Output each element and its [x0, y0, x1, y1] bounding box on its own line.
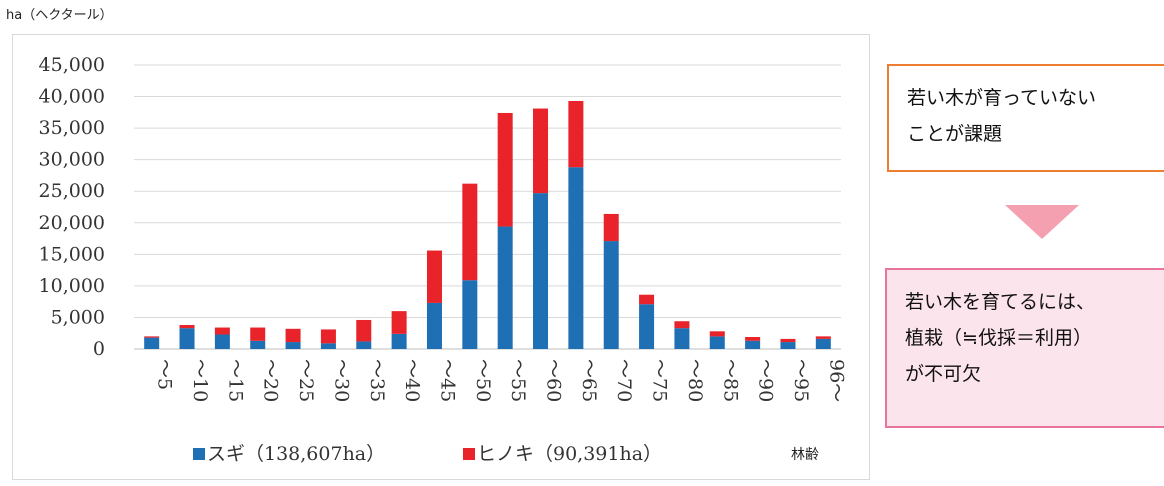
y-tick-label: 5,000 [51, 306, 105, 328]
bar-segment-hinoki [214, 327, 230, 335]
solution-callout-line-3: が不可欠 [905, 363, 982, 385]
bar-segment-hinoki [674, 321, 690, 329]
x-tick-label: ～70 [613, 359, 635, 402]
x-tick-label: ～95 [790, 359, 812, 402]
bar-segment-hinoki [179, 325, 195, 329]
issue-callout-line-2: ことが課題 [907, 123, 1003, 145]
y-axis-unit-label: ha（ヘクタール） [6, 8, 113, 23]
bar-segment-hinoki [462, 183, 478, 281]
legend-label: ヒノキ（90,391ha） [477, 443, 662, 465]
x-tick-label: ～40 [401, 359, 423, 402]
y-tick-label: 15,000 [39, 243, 105, 265]
x-tick-label: ～30 [330, 359, 352, 402]
bar-segment-hinoki [709, 331, 725, 337]
bar-segment-sugi [533, 193, 549, 349]
bar-segment-sugi [179, 328, 195, 349]
x-axis-label: 林齢 [791, 447, 819, 463]
y-tick-label: 0 [93, 338, 105, 360]
bar-segment-hinoki [533, 108, 549, 194]
bar-segment-sugi [320, 343, 336, 349]
x-tick-label: ～10 [189, 359, 211, 402]
bar-segment-hinoki [780, 338, 796, 343]
solution-callout-line-1: 若い木を育てるには、 [905, 291, 1096, 313]
bar-segment-sugi [497, 226, 513, 349]
bar-segment-sugi [426, 302, 442, 349]
bar-segment-hinoki [568, 100, 584, 168]
x-tick-label: ～80 [684, 359, 706, 402]
legend-swatch [193, 448, 205, 460]
x-tick-label: ～20 [260, 359, 282, 402]
issue-callout: 若い木が育っていない ことが課題 [887, 64, 1164, 172]
y-tick-label: 30,000 [39, 149, 105, 171]
stacked-bar-chart: 45,000 40,000 35,000 30,000 25,000 20,000 15,0… [12, 34, 870, 480]
y-tick-label: 35,000 [39, 117, 105, 139]
bar-segment-sugi [745, 340, 761, 349]
bar-segment-hinoki [250, 327, 266, 341]
down-triangle-icon [1005, 205, 1079, 239]
bar-segment-hinoki [144, 336, 160, 338]
legend-label: スギ（138,607ha） [207, 443, 385, 465]
x-tick-label: ～90 [755, 359, 777, 402]
bar-segment-sugi [780, 342, 796, 349]
bar-segment-hinoki [356, 319, 372, 342]
y-tick-label: 45,000 [39, 54, 105, 76]
bar-segment-sugi [568, 167, 584, 349]
bar-segment-sugi [214, 334, 230, 349]
x-tick-label: ～50 [472, 359, 494, 402]
bar-segment-sugi [639, 304, 655, 349]
legend-swatch [463, 448, 475, 460]
bar-segment-hinoki [320, 329, 336, 344]
bar-segment-sugi [391, 333, 407, 349]
solution-callout: 若い木を育てるには、 植栽（≒伐採＝利用） が不可欠 [885, 268, 1164, 428]
bar-segment-hinoki [285, 328, 301, 343]
bar-segment-sugi [815, 338, 831, 349]
bar-segment-sugi [709, 336, 725, 349]
y-tick-label: 10,000 [39, 275, 105, 297]
x-tick-label: ～55 [507, 359, 529, 402]
bar-segment-hinoki [603, 213, 619, 242]
x-tick-label: ～65 [578, 359, 600, 402]
x-tick-label: ～25 [295, 359, 317, 402]
x-tick-label: ～85 [719, 359, 741, 402]
bar-segment-sugi [250, 340, 266, 349]
bar-segment-hinoki [426, 250, 442, 303]
issue-callout-line-1: 若い木が育っていない [907, 87, 1097, 109]
x-tick-label: ～15 [224, 359, 246, 402]
y-tick-label: 25,000 [39, 180, 105, 202]
bar-segment-hinoki [497, 112, 513, 227]
x-tick-label: ～35 [366, 359, 388, 402]
bar-segment-sugi [674, 328, 690, 349]
x-tick-label: ～60 [543, 359, 565, 402]
bar-segment-sugi [603, 241, 619, 349]
bar-segment-hinoki [639, 294, 655, 305]
bar-segment-hinoki [815, 336, 831, 339]
x-tick-label: ～75 [649, 359, 671, 402]
x-tick-label: ～5 [154, 359, 176, 390]
bar-segment-sugi [285, 342, 301, 349]
bar-segment-hinoki [745, 337, 761, 341]
bar-segment-sugi [462, 280, 478, 349]
bar-segment-sugi [144, 337, 160, 349]
bar-segment-hinoki [391, 311, 407, 334]
x-tick-label: ～45 [436, 359, 458, 402]
chart-canvas: 45,000 40,000 35,000 30,000 25,000 20,000 15,0… [39, 54, 848, 465]
bar-segment-sugi [356, 341, 372, 349]
y-tick-label: 40,000 [39, 86, 105, 108]
solution-callout-line-2: 植栽（≒伐採＝利用） [905, 327, 1092, 349]
y-tick-label: 20,000 [39, 212, 105, 234]
x-tick-label: 96～ [825, 359, 847, 402]
